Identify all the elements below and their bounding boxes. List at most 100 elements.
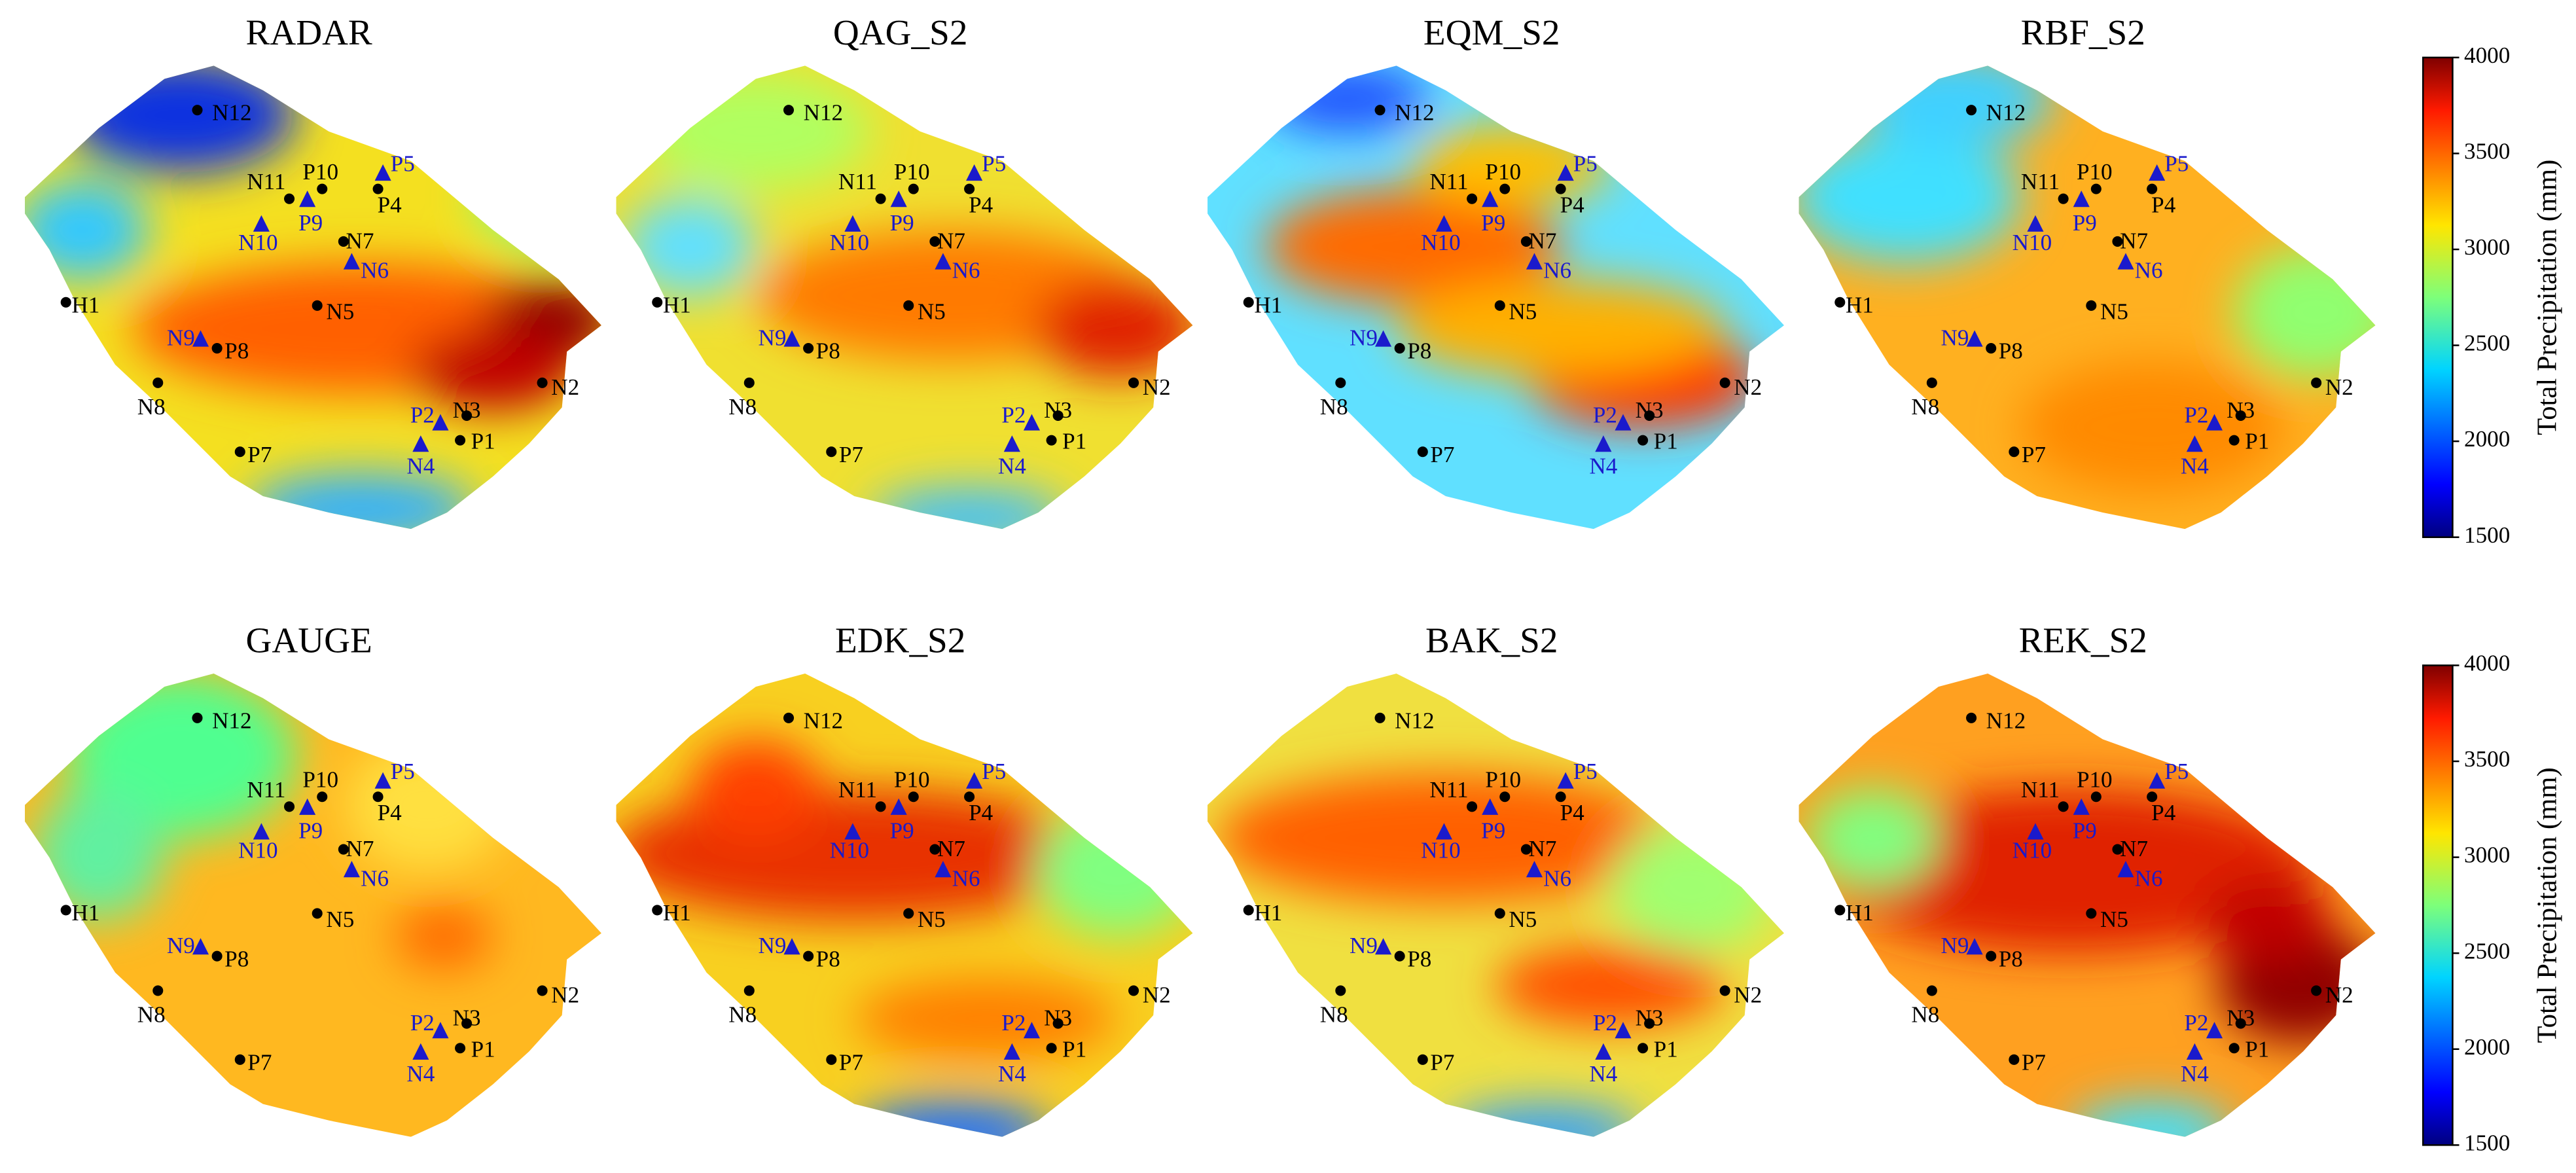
station-marker [2073,798,2090,815]
station-label: N5 [2100,907,2128,932]
station-label: N5 [918,298,946,324]
station-marker [2186,435,2203,452]
field-blob [2234,246,2376,378]
station-marker [903,908,914,919]
station-label: P2 [1593,1010,1617,1036]
station-marker [1499,183,1511,194]
station-label: P10 [302,767,338,793]
station-marker [844,823,861,840]
station-label: P1 [471,429,495,454]
station-marker [652,905,663,916]
station-marker [2112,844,2123,855]
station-marker [2009,446,2020,458]
station-marker [1128,985,1139,996]
station-label: N4 [1589,453,1617,478]
panel-title: QAG_S2 [833,12,968,52]
station-label: N5 [918,907,946,932]
station-label: P2 [1001,1010,1026,1036]
field-blob [854,1100,1052,1137]
station-label: N6 [2135,258,2163,283]
station-marker [1494,908,1505,919]
station-marker [2228,435,2240,446]
station-marker [343,861,360,878]
station-marker [1555,791,1566,803]
station-label: N9 [1350,325,1378,351]
station-label: P2 [1593,403,1617,428]
station-marker [1834,297,1846,308]
colorbar: 1500 2000 2500 3000 3500 4000 Total Precipitat… [2422,651,2562,1155]
station-marker [2058,193,2069,204]
station-marker [338,236,349,247]
station-marker [826,446,837,458]
colorbar-tick-label: 2000 [2464,1034,2510,1060]
station-marker [903,300,914,311]
station-marker [2086,908,2097,919]
station-marker [1499,791,1511,803]
station-label: P2 [410,1010,435,1036]
field-blob [624,197,756,296]
station-marker [908,183,919,194]
station-marker [1417,1054,1428,1065]
station-label: N3 [453,1005,481,1031]
station-label: N8 [1320,1002,1348,1028]
station-label: N9 [758,325,786,351]
field-blob [854,977,1117,1060]
field-blob [33,788,165,920]
station-label: N12 [804,708,844,733]
station-label: N8 [137,1002,166,1028]
panel-title: BAK_S2 [1425,621,1558,660]
colorbar-gradient [2422,664,2454,1146]
station-marker [338,844,349,855]
station-label: P1 [471,1036,495,1062]
station-marker [2149,164,2166,181]
station-marker [935,253,952,270]
station-label: N4 [998,1061,1026,1087]
station-marker [890,798,907,815]
station-marker [2311,377,2322,388]
station-label: P10 [302,159,338,185]
station-marker [1052,410,1064,422]
station-label: P8 [224,338,249,364]
station-marker [152,377,164,388]
station-label: N2 [551,374,579,400]
station-label: N11 [247,777,285,803]
station-marker [2112,236,2123,247]
station-marker [2149,772,2166,789]
station-marker [783,938,800,955]
station-label: H1 [1846,292,1874,317]
station-marker [192,938,209,955]
station-label: N2 [551,983,579,1008]
station-label: N3 [2227,1005,2255,1031]
station-label: P5 [391,759,415,784]
station-label: P5 [982,151,1006,177]
station-label: N2 [2325,374,2353,400]
field-blob [1609,821,1774,953]
station-marker [1375,938,1392,955]
station-label: N2 [1143,374,1171,400]
station-label: P2 [1001,403,1026,428]
station-marker [1375,330,1392,347]
field-blob [1445,1104,1643,1137]
station-label: N3 [1044,1005,1072,1031]
station-label: P10 [2077,159,2113,185]
panel-title: GAUGE [246,621,372,660]
map-panel: RADAR N12 N11 P10 P5 P4 P9 N10 N7 N6 H1 N5 N9 P8 N8 N2 P… [24,12,601,530]
station-label: P1 [1654,1036,1678,1062]
station-marker [2090,183,2102,194]
station-marker [317,183,328,194]
station-label: N8 [1911,394,1939,420]
station-marker [803,950,814,962]
station-label: P9 [890,818,914,844]
station-label: P1 [1062,429,1086,454]
map-panel: EQM_S2 N12 N11 P10 P5 P4 P9 N10 N7 N6 H1 N5 N9 P8 N8 N2… [1208,12,1784,530]
station-marker [455,1043,466,1054]
station-marker [2206,414,2223,431]
station-marker [461,410,473,422]
station-marker [1374,712,1386,723]
station-label: N6 [952,258,980,283]
station-marker [1986,343,1997,354]
station-marker [1595,435,1612,452]
station-marker [1374,105,1386,116]
station-label: H1 [1254,292,1282,317]
station-label: N11 [2021,169,2060,194]
